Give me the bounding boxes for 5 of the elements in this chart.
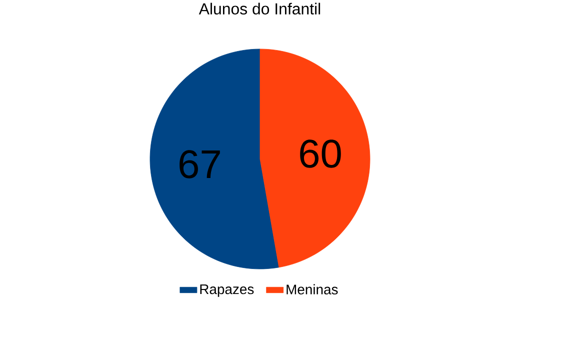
data-label: 60 bbox=[300, 140, 341, 168]
chart-title: Alunos do Infantil bbox=[198, 2, 320, 14]
data-label: 67 bbox=[180, 150, 220, 178]
legend-label: Rapazes bbox=[200, 284, 254, 297]
legend-label: Meninas bbox=[286, 284, 338, 294]
